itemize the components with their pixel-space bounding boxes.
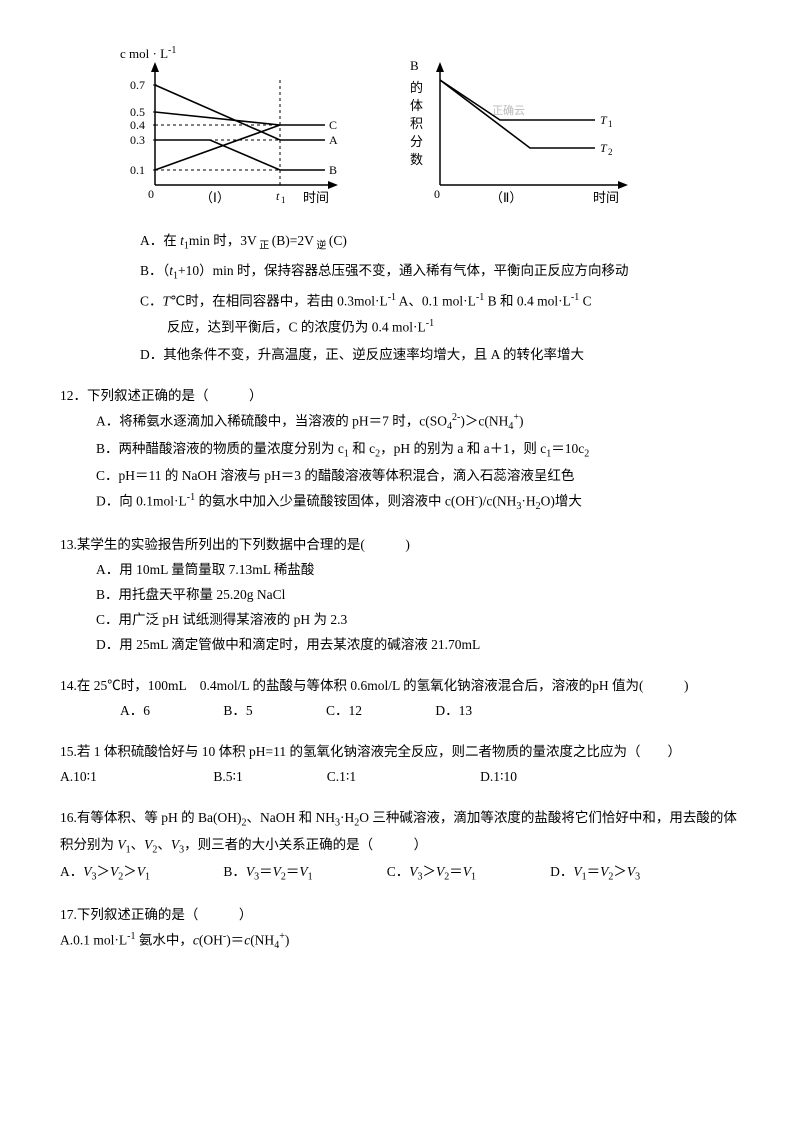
q16-B: B．V3＝V2＝V1 [223, 860, 383, 887]
svg-text:B: B [410, 58, 419, 73]
chart-2: B 的 体 积 分 数 0 T1 T2 正确云 （Ⅱ） 时间 [410, 40, 650, 215]
q15-B: B.5∶1 [213, 765, 323, 790]
q13-stem: 13.某学生的实验报告所列出的下列数据中合理的是( ) [60, 533, 740, 558]
svg-text:正确云: 正确云 [492, 104, 525, 117]
svg-text:T: T [600, 141, 608, 155]
q14-A: A．6 [120, 699, 150, 724]
svg-text:数: 数 [410, 152, 423, 167]
q14-C: C．12 [326, 699, 362, 724]
q12-A: A．将稀氨水逐滴加入稀硫酸中，当溶液的 pH＝7 时，c(SO42-)＞c(NH… [96, 409, 740, 437]
q12-C: C．pH＝11 的 NaOH 溶液与 pH＝3 的醋酸溶液等体积混合，滴入石蕊溶… [96, 464, 740, 489]
q11-C: C．T℃时，在相同容器中，若由 0.3mol·L-1 A、0.1 mol·L-1… [140, 289, 740, 340]
q13-D: D．用 25mL 滴定管做中和滴定时，用去某浓度的碱溶液 21.70mL [96, 633, 740, 658]
svg-text:时间: 时间 [593, 190, 619, 205]
svg-text:0.7: 0.7 [130, 78, 145, 92]
svg-text:时间: 时间 [303, 190, 329, 205]
q13-C: C．用广泛 pH 试纸测得某溶液的 pH 为 2.3 [96, 608, 740, 633]
svg-text:0.1: 0.1 [130, 163, 145, 177]
q16-C: C．V3＞V2＝V1 [387, 860, 547, 887]
q12-stem: 12．下列叙述正确的是（ ） [60, 384, 740, 409]
q13-A: A．用 10mL 量筒量取 7.13mL 稀盐酸 [96, 558, 740, 583]
svg-text:0.3: 0.3 [130, 133, 145, 147]
q15-D: D.1∶10 [480, 769, 517, 784]
svg-text:B: B [329, 163, 337, 177]
q15-C: C.1∶1 [327, 765, 477, 790]
q17-stem: 17.下列叙述正确的是（ ） [60, 903, 740, 928]
q17: 17.下列叙述正确的是（ ） A.0.1 mol·L-1 氨水中，c(OH-)＝… [60, 903, 740, 956]
q16-D: D．V1＝V2＞V3 [550, 864, 640, 879]
svg-text:0: 0 [434, 187, 440, 201]
svg-text:A: A [329, 133, 338, 147]
q11-D: D．其他条件不变，升高温度，正、逆反应速率均增大，且 A 的转化率增大 [140, 343, 740, 368]
svg-text:1: 1 [281, 195, 286, 205]
q13: 13.某学生的实验报告所列出的下列数据中合理的是( ) A．用 10mL 量筒量… [60, 533, 740, 658]
svg-text:体: 体 [410, 98, 423, 113]
svg-text:分: 分 [410, 134, 423, 149]
q15-stem: 15.若 1 体积硫酸恰好与 10 体积 pH=11 的氢氧化钠溶液完全反应，则… [60, 740, 740, 765]
svg-text:C: C [329, 118, 337, 132]
q14: 14.在 25℃时，100mL 0.4mol/L 的盐酸与等体积 0.6mol/… [60, 674, 740, 724]
svg-text:（Ⅱ）: （Ⅱ） [490, 190, 522, 205]
svg-text:t: t [276, 189, 280, 203]
q15-A: A.10∶1 [60, 765, 210, 790]
svg-text:c mol · L-1: c mol · L-1 [120, 45, 176, 61]
q12-B: B．两种醋酸溶液的物质的量浓度分别为 c1 和 c2，pH 的别为 a 和 a＋… [96, 437, 740, 464]
q11-B: B．（t1+10）min 时，保持容器总压强不变，通入稀有气体，平衡向正反应方向… [140, 259, 740, 286]
svg-text:T: T [600, 113, 608, 127]
q11-options: A．在 t1min 时，3V 正 (B)=2V 逆 (C) B．（t1+10）m… [60, 229, 740, 368]
chart-row: c mol · L-1 0.7 0.5 0.4 0.3 0.1 0 C A B … [120, 40, 740, 215]
svg-text:的: 的 [410, 80, 423, 95]
svg-text:0.4: 0.4 [130, 118, 145, 132]
q13-B: B．用托盘天平称量 25.20g NaCl [96, 583, 740, 608]
q11-A: A．在 t1min 时，3V 正 (B)=2V 逆 (C) [140, 229, 740, 256]
q16: 16.有等体积、等 pH 的 Ba(OH)2、NaOH 和 NH3·H2O 三种… [60, 806, 740, 888]
chart-1: c mol · L-1 0.7 0.5 0.4 0.3 0.1 0 C A B … [120, 40, 360, 215]
svg-text:积: 积 [410, 116, 423, 131]
q12: 12．下列叙述正确的是（ ） A．将稀氨水逐滴加入稀硫酸中，当溶液的 pH＝7 … [60, 384, 740, 517]
q12-D: D．向 0.1mol·L-1 的氨水中加入少量硫酸铵固体，则溶液中 c(OH-)… [96, 489, 740, 517]
q16-stem: 16.有等体积、等 pH 的 Ba(OH)2、NaOH 和 NH3·H2O 三种… [60, 806, 740, 860]
svg-text:2: 2 [608, 147, 613, 157]
svg-text:0.5: 0.5 [130, 105, 145, 119]
q17-A: A.0.1 mol·L-1 氨水中，c(OH-)＝c(NH4+) [60, 928, 740, 956]
q14-B: B．5 [223, 699, 252, 724]
q14-stem: 14.在 25℃时，100mL 0.4mol/L 的盐酸与等体积 0.6mol/… [60, 674, 740, 699]
svg-text:（Ⅰ）: （Ⅰ） [200, 190, 230, 205]
svg-text:1: 1 [608, 119, 613, 129]
q16-A: A．V3＞V2＞V1 [60, 860, 220, 887]
svg-text:0: 0 [148, 187, 154, 201]
q14-D: D．13 [435, 699, 472, 724]
q15: 15.若 1 体积硫酸恰好与 10 体积 pH=11 的氢氧化钠溶液完全反应，则… [60, 740, 740, 790]
